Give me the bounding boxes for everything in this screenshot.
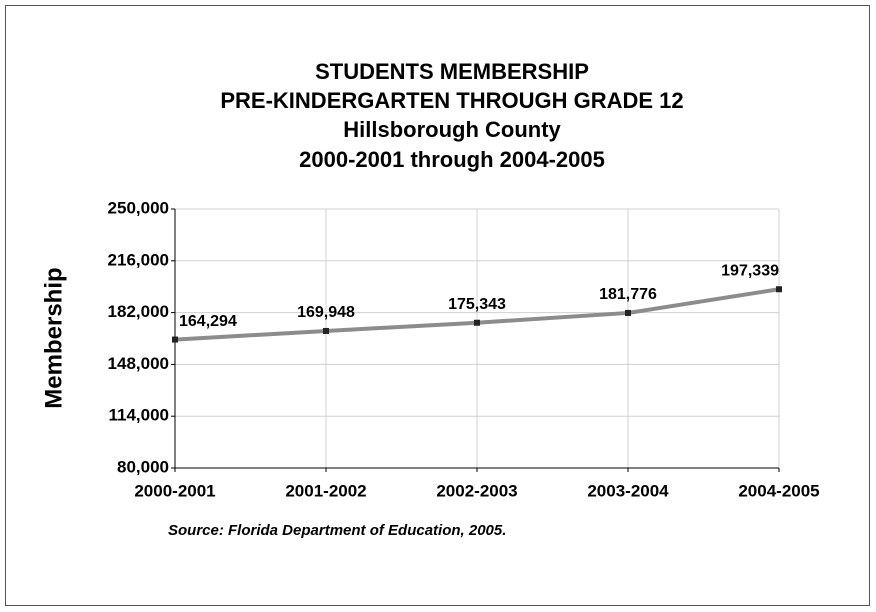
y-tick-label: 148,000 [108,354,169,373]
y-tick-label: 114,000 [108,406,169,425]
y-tick-label: 80,000 [117,457,169,476]
marker [172,336,178,343]
title-line: 2000-2001 through 2004-2005 [299,147,605,172]
marker [776,286,782,293]
data-label: 175,343 [448,296,506,313]
data-label: 181,776 [599,286,657,303]
x-tick-label: 2004-2005 [738,481,819,500]
y-tick-label: 216,000 [108,250,169,269]
marker [474,319,480,326]
x-tick-label: 2002-2003 [436,481,517,500]
title-line: STUDENTS MEMBERSHIP [315,59,589,84]
source: Source: Florida Department of Education,… [168,522,506,539]
x-tick-label: 2000-2001 [134,481,215,500]
marker [625,309,631,316]
title: STUDENTS MEMBERSHIP PRE-KINDERGARTEN THR… [220,59,683,172]
data-label: 164,294 [179,313,237,330]
data-label: 169,948 [297,304,355,321]
x-tick-label: 2001-2002 [285,481,366,500]
title-line: PRE-KINDERGARTEN THROUGH GRADE 12 [220,88,683,113]
title-line: Hillsborough County [343,117,561,142]
y-tick-label: 182,000 [108,302,169,321]
data-label: 197,339 [721,262,779,279]
frame [5,5,870,606]
x-tick-label: 2003-2004 [587,481,669,500]
marker [323,327,329,334]
y-tick-label: 250,000 [108,198,169,217]
y-axis-label: Membership [40,267,67,408]
